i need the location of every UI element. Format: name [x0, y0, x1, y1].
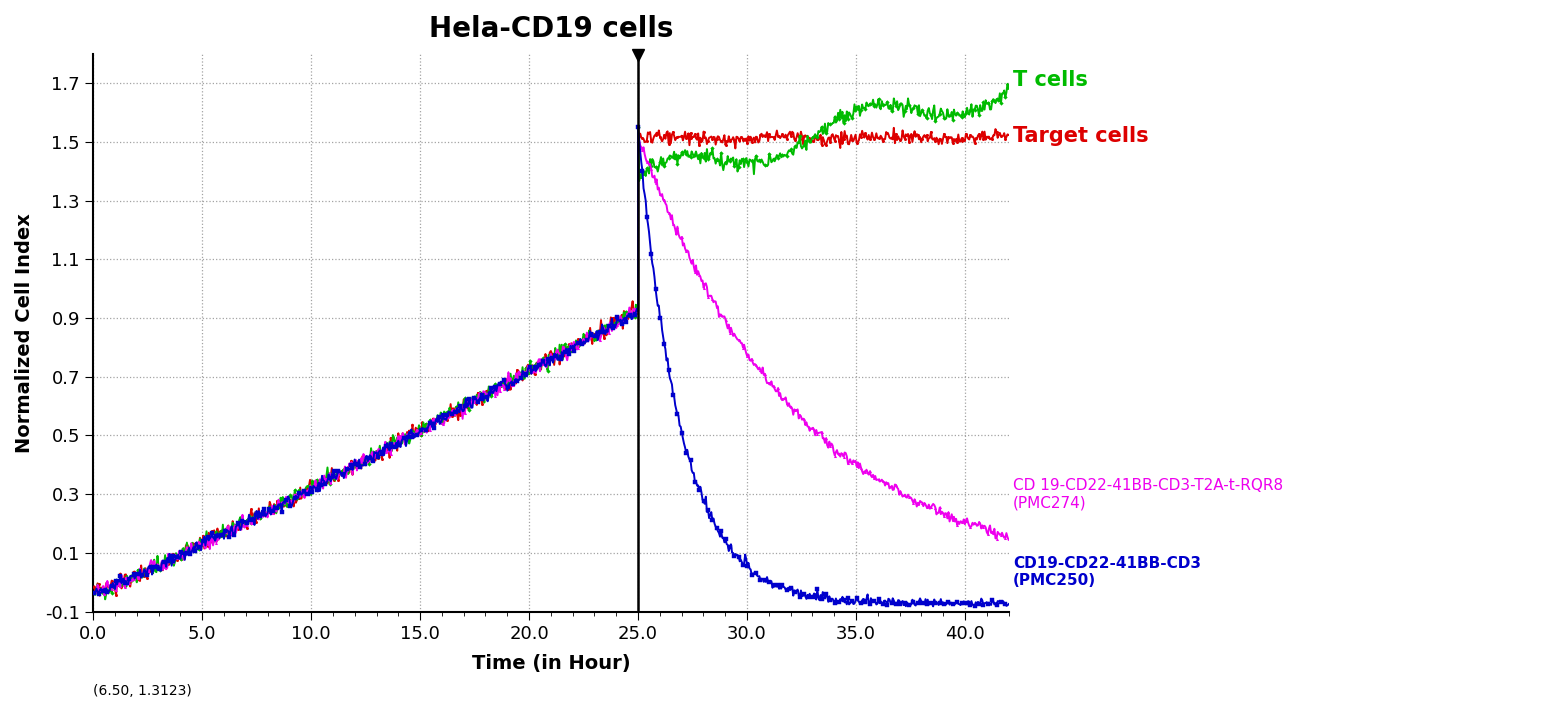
Text: Target cells: Target cells	[1013, 126, 1149, 146]
X-axis label: Time (in Hour): Time (in Hour)	[471, 654, 630, 673]
Y-axis label: Normalized Cell Index: Normalized Cell Index	[16, 213, 34, 453]
Text: (6.50, 1.3123): (6.50, 1.3123)	[94, 684, 193, 698]
Title: Hela-CD19 cells: Hela-CD19 cells	[429, 15, 673, 43]
Text: CD 19-CD22-41BB-CD3-T2A-t-RQR8
(PMC274): CD 19-CD22-41BB-CD3-T2A-t-RQR8 (PMC274)	[1013, 478, 1283, 511]
Text: CD19-CD22-41BB-CD3
(PMC250): CD19-CD22-41BB-CD3 (PMC250)	[1013, 556, 1201, 588]
Text: T cells: T cells	[1013, 70, 1088, 90]
